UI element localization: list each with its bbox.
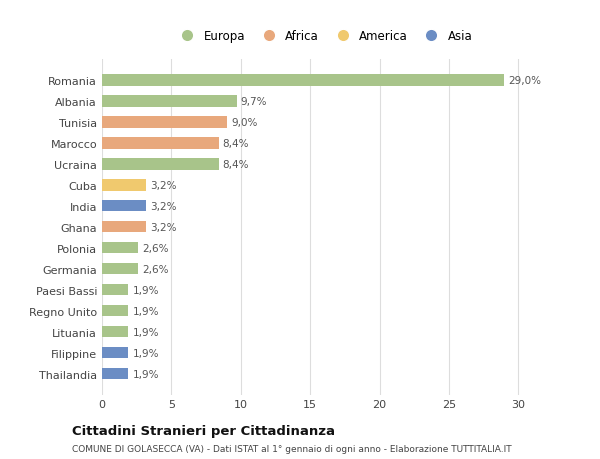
Text: 1,9%: 1,9% bbox=[133, 285, 159, 295]
Text: 8,4%: 8,4% bbox=[223, 139, 249, 148]
Bar bbox=[102, 201, 146, 212]
Bar bbox=[102, 347, 128, 358]
Text: 1,9%: 1,9% bbox=[133, 348, 159, 358]
Bar bbox=[102, 96, 236, 107]
Text: 3,2%: 3,2% bbox=[151, 222, 177, 232]
Text: 1,9%: 1,9% bbox=[133, 306, 159, 316]
Bar bbox=[102, 242, 138, 254]
Text: 9,0%: 9,0% bbox=[231, 118, 257, 128]
Bar bbox=[102, 159, 218, 170]
Bar bbox=[102, 284, 128, 296]
Text: 2,6%: 2,6% bbox=[142, 243, 169, 253]
Text: 2,6%: 2,6% bbox=[142, 264, 169, 274]
Text: Cittadini Stranieri per Cittadinanza: Cittadini Stranieri per Cittadinanza bbox=[72, 424, 335, 437]
Bar bbox=[102, 326, 128, 338]
Bar bbox=[102, 75, 505, 86]
Text: 1,9%: 1,9% bbox=[133, 369, 159, 379]
Bar bbox=[102, 263, 138, 275]
Text: 3,2%: 3,2% bbox=[151, 202, 177, 211]
Text: 1,9%: 1,9% bbox=[133, 327, 159, 337]
Bar bbox=[102, 305, 128, 317]
Bar bbox=[102, 138, 218, 149]
Text: 29,0%: 29,0% bbox=[509, 76, 542, 86]
Bar bbox=[102, 117, 227, 128]
Text: 8,4%: 8,4% bbox=[223, 159, 249, 169]
Legend: Europa, Africa, America, Asia: Europa, Africa, America, Asia bbox=[170, 25, 478, 48]
Text: 9,7%: 9,7% bbox=[241, 96, 267, 106]
Bar bbox=[102, 221, 146, 233]
Bar bbox=[102, 368, 128, 380]
Text: COMUNE DI GOLASECCA (VA) - Dati ISTAT al 1° gennaio di ogni anno - Elaborazione : COMUNE DI GOLASECCA (VA) - Dati ISTAT al… bbox=[72, 444, 512, 453]
Text: 3,2%: 3,2% bbox=[151, 180, 177, 190]
Bar bbox=[102, 179, 146, 191]
